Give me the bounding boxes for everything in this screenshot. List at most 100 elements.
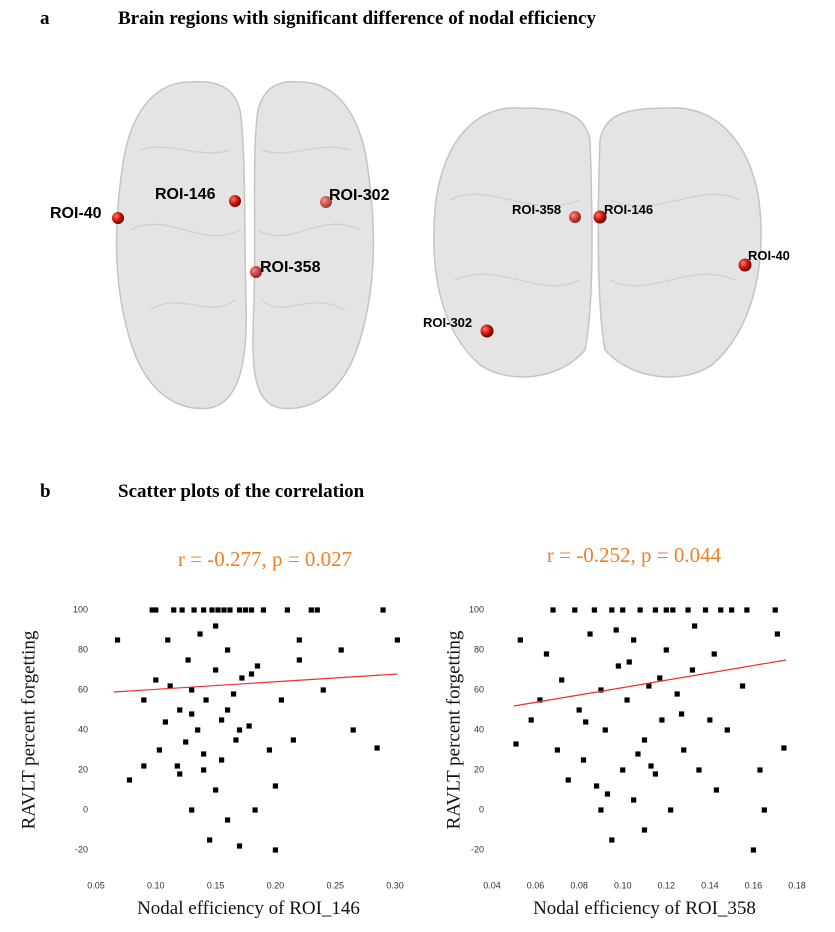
x-tick-label: 0.25 bbox=[326, 880, 344, 890]
scatter-point bbox=[338, 647, 344, 653]
scatter-point bbox=[177, 707, 183, 713]
scatter-point bbox=[739, 683, 746, 689]
scatter-point bbox=[744, 607, 750, 613]
scatter-point bbox=[598, 807, 604, 813]
scatter-point bbox=[189, 807, 195, 813]
scatter-point bbox=[224, 707, 231, 713]
x-tick-label: 0.15 bbox=[207, 880, 225, 890]
scatter-point bbox=[290, 737, 296, 743]
scatter-point bbox=[201, 767, 207, 773]
scatter-point bbox=[591, 607, 597, 613]
scatter-point bbox=[724, 727, 730, 733]
scatter-point bbox=[218, 757, 225, 763]
y-tick-label: -20 bbox=[75, 844, 88, 854]
scatter-point bbox=[707, 717, 713, 723]
scatter-point bbox=[781, 745, 787, 751]
scatter-point bbox=[681, 747, 687, 753]
x-tick-label: 0.12 bbox=[658, 880, 676, 890]
scatter-point bbox=[394, 637, 401, 643]
roi-label: ROI-146 bbox=[604, 202, 653, 217]
scatter-point bbox=[171, 607, 177, 613]
scatter-point bbox=[646, 683, 652, 689]
scatter-point bbox=[224, 817, 231, 823]
scatter-point bbox=[260, 607, 267, 613]
scatter-point bbox=[126, 777, 133, 783]
x-axis-label: Nodal efficiency of ROI_358 bbox=[533, 898, 756, 919]
scatter-point bbox=[565, 777, 571, 783]
scatter-point bbox=[631, 797, 637, 803]
scatter-point bbox=[528, 717, 534, 723]
scatter-point bbox=[195, 727, 201, 733]
chart-title: r = -0.277, p = 0.027 bbox=[178, 547, 352, 571]
scatter-point bbox=[598, 687, 604, 693]
scatter-point bbox=[165, 637, 171, 643]
scatter-point bbox=[213, 787, 219, 793]
y-tick-label: 40 bbox=[78, 724, 88, 734]
scatter-point bbox=[604, 791, 611, 797]
chart-title: r = -0.252, p = 0.044 bbox=[547, 543, 722, 567]
scatter-point bbox=[572, 607, 578, 613]
scatter-point bbox=[236, 843, 243, 849]
scatter-point bbox=[141, 697, 147, 703]
scatter-point bbox=[201, 607, 207, 613]
scatter-point bbox=[626, 659, 632, 665]
scatter-point bbox=[641, 827, 648, 833]
scatter-point bbox=[350, 727, 356, 733]
scatter-point bbox=[156, 747, 162, 753]
y-tick-label: -20 bbox=[471, 844, 484, 854]
scatter-point bbox=[153, 607, 159, 613]
scatter-point bbox=[513, 741, 519, 747]
roi-label: ROI-40 bbox=[50, 205, 102, 222]
x-tick-label: 0.06 bbox=[527, 880, 545, 890]
roi-label: ROI-358 bbox=[260, 259, 321, 276]
y-tick-label: 100 bbox=[73, 604, 88, 614]
scatter-point bbox=[236, 607, 243, 613]
scatter-point bbox=[668, 807, 674, 813]
scatter-point bbox=[583, 719, 589, 725]
scatter-point bbox=[637, 607, 643, 613]
scatter-point bbox=[678, 711, 685, 717]
scatter-point bbox=[189, 711, 195, 717]
roi-label: ROI-146 bbox=[155, 186, 216, 203]
scatter-point bbox=[296, 657, 302, 663]
scatter-point bbox=[272, 783, 279, 789]
scatter-point bbox=[278, 697, 284, 703]
scatter-point bbox=[674, 691, 680, 697]
roi-label: ROI-40 bbox=[748, 248, 790, 263]
y-tick-label: 0 bbox=[479, 804, 484, 814]
x-axis-label: Nodal efficiency of ROI_146 bbox=[137, 898, 360, 919]
scatter-point bbox=[215, 607, 221, 613]
scatter-point bbox=[174, 763, 180, 769]
y-tick-label: 60 bbox=[78, 684, 88, 694]
scatter-point bbox=[221, 607, 227, 613]
scatter-point bbox=[207, 837, 213, 843]
scatter-point bbox=[177, 771, 183, 777]
x-tick-label: 0.04 bbox=[483, 880, 501, 890]
scatter-point bbox=[179, 607, 185, 613]
scatter-point bbox=[713, 787, 719, 793]
scatter-point bbox=[246, 723, 252, 729]
roi-label: ROI-302 bbox=[329, 187, 390, 204]
scatter-point bbox=[580, 757, 587, 763]
y-axis-label: RAVLT percent forgetting bbox=[18, 630, 39, 829]
scatter-point bbox=[242, 607, 249, 613]
x-tick-label: 0.05 bbox=[87, 880, 105, 890]
scatter-point bbox=[296, 637, 302, 643]
scatter-point bbox=[757, 767, 763, 773]
scatter-point bbox=[615, 663, 621, 669]
scatter-point bbox=[718, 607, 724, 613]
roi-label: ROI-358 bbox=[512, 202, 561, 217]
scatter-point bbox=[652, 771, 658, 777]
scatter-point bbox=[189, 687, 195, 693]
brain-top-view bbox=[112, 80, 375, 410]
scatter-point bbox=[201, 751, 207, 757]
scatter-point bbox=[620, 767, 626, 773]
scatter-point bbox=[236, 727, 243, 733]
scatter-point bbox=[663, 607, 669, 613]
brain-front-view bbox=[433, 107, 762, 378]
scatter-point bbox=[239, 675, 245, 681]
scatter-point bbox=[218, 717, 225, 723]
scatter-point bbox=[213, 667, 219, 673]
scatter-point bbox=[702, 607, 709, 613]
scatter-point bbox=[587, 631, 593, 637]
